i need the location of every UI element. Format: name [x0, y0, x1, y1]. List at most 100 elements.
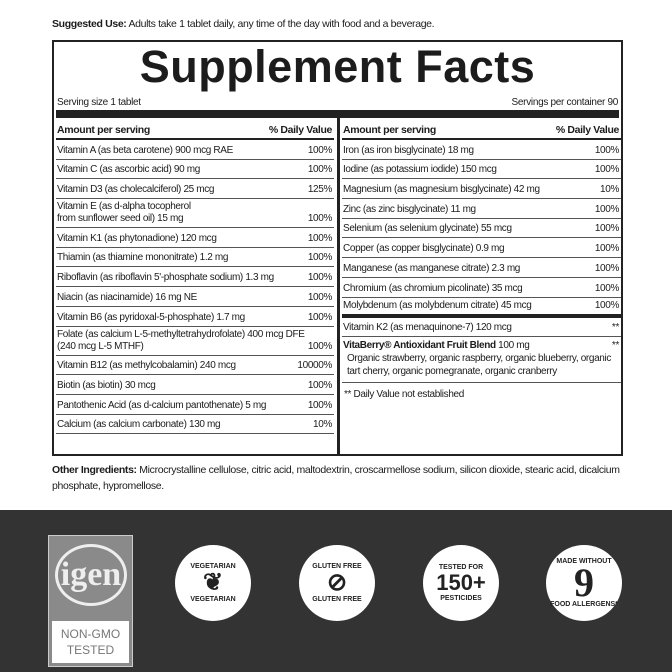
nutrient-row: Folate (as calcium L-5-methyltetrahydrof… — [56, 327, 334, 356]
nutrient-row: Vitamin E (as d-alpha tocopherol from su… — [56, 199, 334, 229]
footnote: ** Daily Value not established — [344, 389, 464, 401]
badge-text: MADE WITHOUT — [556, 558, 612, 565]
daily-value: 125% — [307, 184, 333, 196]
right-column: Amount per serving % Daily Value Iron (as… — [342, 120, 621, 406]
nutrient-name: Calcium (as calcium carbonate) 130 mg — [57, 419, 221, 431]
leaf-icon: ❦ — [202, 569, 224, 596]
badge-text: GLUTEN FREE — [312, 563, 362, 570]
nutrient-name: Niacin (as niacinamide) 16 mg NE — [57, 291, 197, 303]
nutrient-name: Manganese (as manganese citrate) 2.3 mg — [343, 262, 521, 274]
nutrient-name: Riboflavin (as riboflavin 5'-phosphate s… — [57, 272, 274, 284]
suggested-use-label: Suggested Use: — [52, 18, 127, 30]
nutrient-row: Thiamin (as thiamine mononitrate) 1.2 mg… — [56, 248, 334, 268]
daily-value: 100% — [594, 262, 620, 274]
other-ingredients: Other Ingredients: Microcrystalline cell… — [52, 462, 632, 494]
non-gmo-badge: igen NON-GMO TESTED — [48, 535, 133, 667]
column-header: Amount per serving % Daily Value — [56, 120, 334, 140]
daily-value: 100% — [307, 311, 333, 323]
daily-value: 100% — [307, 399, 333, 411]
nutrient-row: Magnesium (as magnesium bisglycinate) 42… — [342, 179, 621, 200]
serving-size: Serving size 1 tablet — [57, 97, 141, 108]
daily-value: ** — [611, 340, 619, 352]
nutrient-name: Copper (as copper bisglycinate) 0.9 mg — [343, 243, 505, 255]
nutrient-name: Thiamin (as thiamine mononitrate) 1.2 mg — [57, 252, 229, 264]
nutrient-name: Vitamin C (as ascorbic acid) 90 mg — [57, 164, 200, 176]
daily-value: 100% — [594, 223, 620, 235]
nutrient-row: Iron (as iron bisglycinate) 18 mg 100% — [342, 140, 621, 160]
nutrient-row: Manganese (as manganese citrate) 2.3 mg 1… — [342, 258, 621, 278]
nutrient-row: Vitamin A (as beta carotene) 900 mcg RAE… — [56, 140, 334, 160]
nutrient-name: Vitamin D3 (as cholecalciferol) 25 mcg — [57, 184, 215, 196]
left-column: Amount per serving % Daily Value Vitamin … — [56, 120, 334, 435]
nutrient-row: Iodine (as potassium iodide) 150 mcg 100% — [342, 160, 621, 180]
badge-text: VEGETARIAN — [190, 596, 236, 603]
nutrient-name: Biotin (as biotin) 30 mcg — [57, 379, 156, 391]
nutrient-row: Riboflavin (as riboflavin 5'-phosphate s… — [56, 267, 334, 288]
daily-value: 100% — [307, 232, 333, 244]
daily-value: 100% — [594, 144, 620, 156]
dv-header: % Daily Value — [268, 124, 333, 136]
amount-header: Amount per serving — [57, 124, 150, 136]
igen-logo: igen — [55, 544, 127, 606]
daily-value: 100% — [307, 252, 333, 264]
column-header: Amount per serving % Daily Value — [342, 120, 621, 140]
certification-band: igen NON-GMO TESTED VEGETARIAN ❦ VEGETARI… — [0, 510, 672, 672]
nutrient-name: Vitamin B6 (as pyridoxal-5-phosphate) 1.… — [57, 311, 245, 323]
other-ingredients-text: Microcrystalline cellulose, citric acid,… — [52, 464, 620, 492]
suggested-use-text: Adults take 1 tablet daily, any time of … — [126, 18, 435, 30]
suggested-use: Suggested Use: Adults take 1 tablet dail… — [52, 18, 435, 30]
nutrient-name: Folate (as calcium L-5-methyltetrahydrof… — [57, 328, 305, 352]
other-ingredients-label: Other Ingredients: — [52, 464, 137, 476]
nutrient-row: Calcium (as calcium carbonate) 130 mg 10% — [56, 415, 334, 435]
wheat-crossed-icon: ⊘ — [326, 569, 348, 596]
badge-text: TESTED FOR — [438, 564, 484, 571]
nutrient-name: Vitamin K1 (as phytonadione) 120 mcg — [57, 232, 217, 244]
badge-text: GLUTEN FREE — [312, 596, 362, 603]
daily-value: 100% — [307, 164, 333, 176]
badge-text: FOOD ALLERGENS* — [550, 601, 618, 608]
blend-amount: 100 mg — [495, 340, 530, 352]
daily-value: 100% — [307, 144, 333, 156]
nutrient-row: Selenium (as selenium glycinate) 55 mcg 1… — [342, 219, 621, 239]
nutrient-name: Iron (as iron bisglycinate) 18 mg — [343, 144, 474, 156]
daily-value: 100% — [307, 272, 333, 284]
amount-header: Amount per serving — [343, 124, 436, 136]
daily-value: 100% — [594, 203, 620, 215]
nutrient-name: Molybdenum (as molybdenum citrate) 45 mc… — [343, 299, 532, 311]
nutrient-name: Vitamin E (as d-alpha tocopherol from su… — [57, 201, 191, 225]
nutrient-name: Vitamin A (as beta carotene) 900 mcg RAE — [57, 144, 233, 156]
servings-per-container: Servings per container 90 — [511, 97, 619, 108]
nutrient-row: Vitamin D3 (as cholecalciferol) 25 mcg 12… — [56, 179, 334, 200]
vegetarian-badge: VEGETARIAN ❦ VEGETARIAN — [175, 545, 251, 621]
pesticides-badge: TESTED FOR 150+ PESTICIDES — [423, 545, 499, 621]
tested-text: TESTED — [66, 643, 115, 657]
nutrient-row: Vitamin K1 (as phytonadione) 120 mcg 100% — [56, 228, 334, 248]
daily-value: 100% — [594, 299, 620, 311]
daily-value: 100% — [307, 291, 333, 303]
nutrient-row: Pantothenic Acid (as d-calcium pantothen… — [56, 395, 334, 415]
nutrient-name: Magnesium (as magnesium bisglycinate) 42… — [343, 184, 540, 196]
gmo-text: NON-GMO — [60, 627, 121, 641]
nutrient-name: Pantothenic Acid (as d-calcium pantothen… — [57, 399, 267, 411]
nutrient-row: Vitamin C (as ascorbic acid) 90 mg 100% — [56, 160, 334, 180]
nutrient-name: Iodine (as potassium iodide) 150 mcg — [343, 164, 497, 176]
nutrient-row: Vitamin B6 (as pyridoxal-5-phosphate) 1.… — [56, 307, 334, 327]
nutrient-row: Chromium (as chromium picolinate) 35 mcg… — [342, 278, 621, 298]
badge-number: 9 — [574, 560, 594, 605]
nutrient-name: Zinc (as zinc bisglycinate) 11 mg — [343, 203, 476, 215]
allergens-badge: MADE WITHOUT 9 FOOD ALLERGENS* — [546, 545, 622, 621]
fruit-blend: VitaBerry® Antioxidant Fruit Blend 100 m… — [342, 337, 621, 384]
daily-value: 10% — [313, 419, 332, 431]
daily-value: 100% — [594, 243, 620, 255]
nutrient-row: Molybdenum (as molybdenum citrate) 45 mc… — [342, 298, 621, 318]
badge-text: VEGETARIAN — [190, 563, 236, 570]
blend-name: VitaBerry® Antioxidant Fruit Blend — [343, 340, 496, 352]
nutrient-name: Vitamin B12 (as methylcobalamin) 240 mcg — [57, 360, 236, 372]
daily-value: 100% — [594, 164, 620, 176]
daily-value: ** — [611, 322, 619, 334]
nutrient-row: Biotin (as biotin) 30 mcg 100% — [56, 375, 334, 395]
nutrient-row: Copper (as copper bisglycinate) 0.9 mg 10… — [342, 238, 621, 259]
daily-value: 100% — [307, 379, 333, 391]
daily-value: 100% — [594, 282, 620, 294]
daily-value: 100% — [307, 340, 333, 352]
